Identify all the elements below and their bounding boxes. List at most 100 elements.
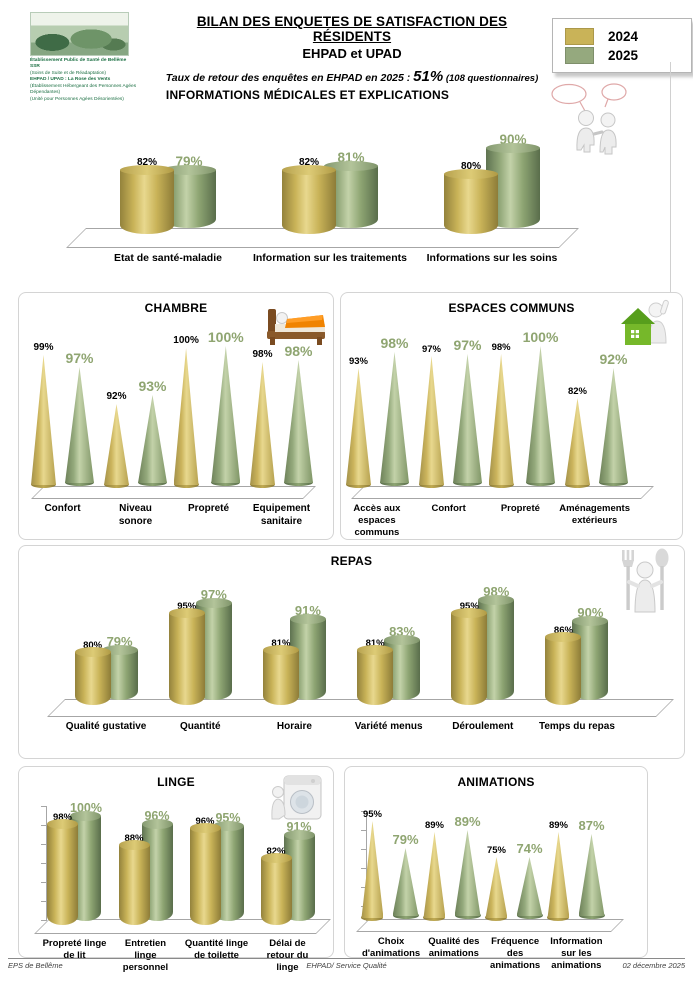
category-label: Confort bbox=[431, 503, 466, 514]
category-label: Qualité des animations bbox=[428, 936, 480, 959]
value-label-2024: 81% bbox=[271, 637, 291, 649]
value-label-2024: 95% bbox=[362, 808, 382, 820]
org-text-line: EHPAD / UPAD : La Rose des Vents bbox=[30, 77, 111, 83]
bar-2025 bbox=[284, 360, 313, 486]
category-label: Temps du repas bbox=[538, 721, 615, 732]
category-label: Accès aux espaces communs bbox=[353, 503, 401, 538]
bar-group: 82% 91% bbox=[252, 820, 323, 925]
bar-stack-2025: 89% bbox=[454, 815, 481, 919]
value-label-2025: 91% bbox=[294, 603, 321, 618]
cylinder-top bbox=[572, 616, 609, 626]
bar-2025 bbox=[516, 857, 543, 919]
bar-group: 96% 95% bbox=[181, 811, 252, 925]
value-label-2024: 95% bbox=[459, 600, 479, 612]
category-label: Quantité bbox=[179, 721, 221, 732]
footer-right: 02 décembre 2025 bbox=[622, 961, 686, 970]
category-label: Fréquence des animations bbox=[490, 936, 541, 971]
bar-stack-2024: 98% bbox=[47, 812, 78, 925]
cylinder-top bbox=[212, 821, 244, 831]
legend-label: 2025 bbox=[608, 48, 639, 63]
value-label-2025: 79% bbox=[175, 153, 203, 169]
chart-repas: REPAS 80% 79% 95% 97% 81% 91% 81% 83% 95% 98% 86% 9… bbox=[18, 545, 685, 759]
org-text-line: (Soins de Suite et de Réadaptation) bbox=[30, 70, 107, 76]
chart-espaces-communs: ESPACES COMMUNS 93% 98% 97% 97% 98% 100% 82% 92… bbox=[340, 292, 683, 540]
bar-group: 88% 96% bbox=[110, 809, 181, 925]
chart-title: INFORMATIONS MÉDICALES ET EXPLICATIONS bbox=[165, 88, 450, 102]
cone-body bbox=[423, 832, 446, 918]
chart-title: LINGE bbox=[157, 775, 195, 789]
bar-group: 82% 92% bbox=[560, 352, 633, 488]
value-label-2024: 80% bbox=[460, 161, 481, 172]
bar-2024 bbox=[565, 398, 590, 488]
value-label-2025: 97% bbox=[65, 350, 94, 366]
bar-2025 bbox=[578, 834, 605, 919]
bar-stack-2024: 95% bbox=[361, 808, 384, 921]
cone-body bbox=[485, 857, 508, 918]
report-title-line2: EHPAD et UPAD bbox=[302, 46, 402, 61]
category-label: Délai de retour du linge bbox=[266, 938, 309, 973]
value-label-2025: 90% bbox=[577, 605, 604, 620]
plot-area: 95% 79% 89% 89% 75% 74% 89% 87% bbox=[345, 805, 647, 932]
category-label: Propreté bbox=[500, 503, 540, 514]
category-axis: Confort Niveau sonore Propreté Equipement s… bbox=[26, 503, 318, 528]
bar-stack-2024: 81% bbox=[262, 637, 299, 705]
category-label: Entretien linge personnel bbox=[122, 938, 169, 973]
bar-2025 bbox=[453, 354, 482, 486]
bar-group: 80% 79% bbox=[59, 635, 153, 705]
cylinder-top bbox=[162, 165, 216, 175]
return-rate-text: Taux de retour des enquêtes en EHPAD en … bbox=[165, 72, 414, 84]
bar-2024 bbox=[260, 853, 292, 925]
cone-body bbox=[599, 368, 628, 483]
bar-stack-2024: 82% bbox=[565, 386, 590, 488]
bar-group: 98% 100% bbox=[39, 801, 110, 925]
bar-2025 bbox=[138, 395, 167, 486]
value-label-2025: 74% bbox=[516, 841, 543, 856]
org-text-line: (Unité pour Personnes Agées Désorientées… bbox=[30, 96, 124, 102]
cone-body bbox=[380, 352, 409, 483]
value-label-2024: 86% bbox=[553, 624, 573, 636]
bar-stack-2024: 97% bbox=[419, 343, 444, 488]
value-label-2025: 97% bbox=[200, 587, 227, 602]
washing-machine-icon bbox=[269, 771, 325, 828]
category-axis: Qualité gustative Quantité Horaire Variété … bbox=[59, 721, 624, 734]
org-logo-photo bbox=[30, 12, 129, 56]
bar-2024 bbox=[104, 404, 129, 488]
legend-label: 2024 bbox=[608, 29, 639, 44]
bar-stack-2024: 88% bbox=[118, 833, 150, 925]
cone-body bbox=[392, 848, 419, 916]
bar-stack-2024: 80% bbox=[444, 162, 498, 234]
category-label: Déroulement bbox=[452, 721, 514, 732]
bar-stack-2025: 98% bbox=[284, 344, 313, 486]
category-label: Qualité gustative bbox=[65, 721, 147, 732]
bar-stack-2024: 75% bbox=[485, 845, 508, 921]
bar-stack-2025: 79% bbox=[392, 833, 419, 919]
org-text-line: SSR bbox=[30, 64, 40, 70]
category-axis: Propreté linge de lit Entretien linge per… bbox=[39, 938, 323, 974]
legend: 2024 2025 bbox=[552, 18, 692, 73]
bar-groups: 99% 97% 92% 93% 100% 100% 98% 98% bbox=[26, 330, 318, 488]
bar-stack-2024: 89% bbox=[423, 819, 446, 921]
value-label-2025: 98% bbox=[284, 343, 313, 359]
cone-body bbox=[65, 367, 94, 483]
cylinder-top bbox=[168, 608, 205, 618]
bar-2024 bbox=[118, 840, 150, 925]
value-label-2024: 98% bbox=[491, 341, 511, 353]
bar-2024 bbox=[120, 165, 174, 234]
value-label-2024: 89% bbox=[424, 819, 444, 831]
bar-stack-2024: 89% bbox=[547, 820, 570, 921]
bed-icon bbox=[265, 301, 327, 352]
bar-stack-2024: 86% bbox=[545, 624, 582, 705]
value-label-2025: 83% bbox=[389, 624, 416, 639]
bar-2024 bbox=[361, 821, 384, 921]
plot-area: 82% 79% 82% 81% 80% 90% bbox=[20, 110, 675, 248]
bar-group: 86% 90% bbox=[530, 605, 624, 705]
bar-stack-2025: 92% bbox=[599, 352, 628, 486]
bar-2025 bbox=[599, 368, 628, 486]
value-label-2024: 97% bbox=[421, 343, 441, 355]
value-label-2024: 82% bbox=[266, 845, 286, 857]
bar-groups: 93% 98% 97% 97% 98% 100% 82% 92% bbox=[341, 330, 633, 488]
category-label: Confort bbox=[44, 503, 81, 514]
category-label: Choix d'animations bbox=[362, 936, 421, 959]
cone-body bbox=[138, 395, 167, 483]
bar-2024 bbox=[547, 832, 570, 921]
